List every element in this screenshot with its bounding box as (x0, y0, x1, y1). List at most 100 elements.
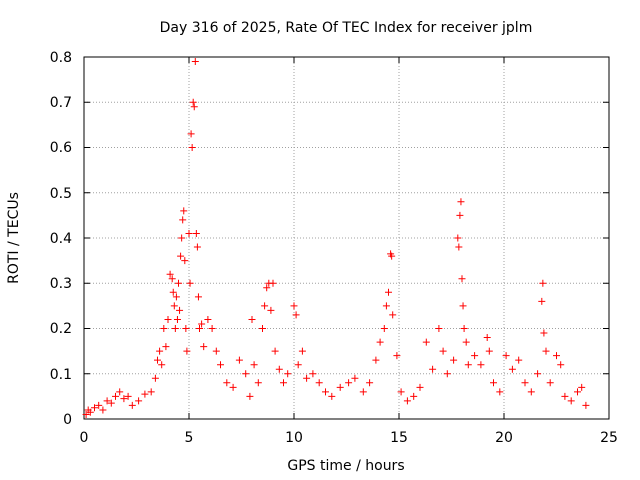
data-point (192, 229, 200, 237)
data-point (183, 347, 191, 355)
data-point (229, 383, 237, 391)
data-point (292, 311, 300, 319)
data-point (490, 379, 497, 387)
data-point (246, 392, 254, 400)
data-point (173, 315, 181, 323)
data-point (385, 288, 392, 296)
data-point (267, 306, 275, 314)
data-point (557, 361, 565, 369)
data-point (416, 383, 424, 391)
data-point (460, 325, 468, 332)
data-point (170, 302, 178, 310)
data-point (515, 356, 523, 364)
data-point (546, 379, 554, 387)
data-point (212, 347, 220, 355)
data-point (298, 347, 306, 355)
data-point (457, 198, 465, 206)
data-point (190, 103, 198, 111)
data-point (422, 338, 430, 346)
x-axis-label: GPS time / hours (287, 458, 404, 474)
data-point (171, 325, 179, 332)
data-point (553, 352, 560, 360)
data-point (178, 234, 186, 242)
data-point (435, 325, 443, 332)
data-point (443, 370, 451, 378)
y-tick-label: 0.4 (50, 231, 72, 247)
data-point (284, 370, 292, 378)
x-tick-label: 5 (185, 430, 194, 446)
data-point (186, 279, 194, 287)
data-point (534, 370, 542, 378)
data-point (521, 379, 529, 387)
data-points (82, 58, 590, 418)
x-tick-label: 25 (600, 430, 618, 446)
data-point (177, 252, 185, 260)
data-point (429, 365, 437, 373)
data-point (181, 257, 189, 265)
data-point (242, 370, 250, 378)
data-point (204, 315, 212, 323)
data-point (112, 392, 119, 400)
data-point (164, 315, 172, 323)
data-point (95, 401, 103, 409)
data-point (389, 311, 397, 319)
data-point (345, 379, 353, 387)
data-point (366, 379, 374, 387)
data-point (176, 306, 184, 314)
data-point (103, 397, 111, 405)
x-tick-label: 20 (495, 430, 513, 446)
data-point (336, 383, 344, 391)
data-point (539, 279, 547, 287)
data-point (502, 352, 510, 360)
axis-ticks (83, 56, 610, 420)
data-point (454, 234, 462, 242)
y-tick-label: 0.6 (50, 140, 72, 156)
data-point (582, 401, 590, 409)
data-point (464, 361, 472, 369)
data-point (263, 284, 271, 292)
data-point (223, 379, 231, 387)
data-point (196, 325, 203, 332)
data-point (160, 325, 168, 332)
chart-title: Day 316 of 2025, Rate Of TEC Index for r… (160, 20, 533, 36)
data-point (175, 279, 182, 287)
data-point (261, 302, 269, 310)
data-point (578, 383, 586, 391)
y-tick-label: 0.3 (50, 276, 72, 292)
data-point (116, 388, 124, 396)
x-tick-label: 0 (80, 430, 89, 446)
data-point (439, 347, 447, 355)
data-point (322, 388, 329, 396)
data-point (393, 352, 401, 360)
y-tick-label: 0.7 (50, 95, 72, 111)
y-tick-label: 0.1 (50, 367, 72, 383)
data-point (198, 320, 206, 328)
data-point (380, 325, 388, 332)
data-point (508, 365, 516, 373)
data-point (527, 388, 535, 396)
data-point (328, 392, 336, 400)
data-point (99, 406, 107, 414)
data-point (188, 144, 196, 151)
data-point (540, 329, 548, 337)
data-point (459, 302, 467, 310)
grid-lines (84, 57, 609, 419)
data-point (180, 207, 188, 215)
data-point (82, 410, 90, 418)
y-axis-label: ROTI / TECUs (6, 192, 22, 284)
data-point (315, 379, 323, 387)
data-point (574, 388, 581, 396)
data-point (269, 279, 277, 287)
data-point (351, 374, 359, 382)
data-point (191, 58, 199, 66)
data-point (156, 347, 164, 355)
data-point (124, 392, 132, 400)
data-point (151, 374, 159, 382)
data-point (200, 343, 208, 351)
data-point (254, 379, 262, 387)
y-tick-label: 0 (63, 412, 72, 428)
data-point (189, 98, 197, 106)
data-point (185, 229, 193, 237)
data-point (410, 392, 418, 400)
